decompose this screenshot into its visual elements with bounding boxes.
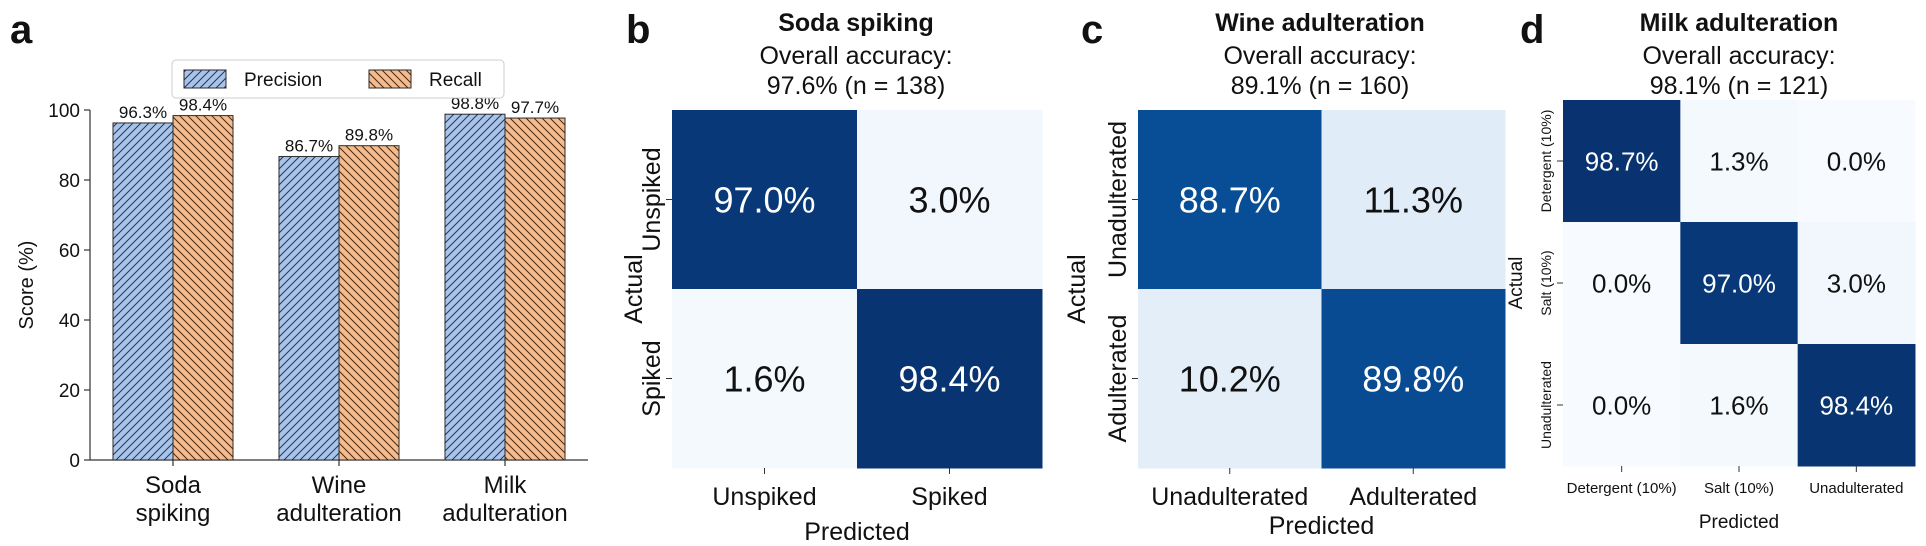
x-tick-label: Salt (10%) [1704, 480, 1774, 497]
x-axis-label: Predicted [1699, 512, 1779, 533]
matrix-subtitle: 98.1% (n = 121) [1650, 72, 1829, 100]
matrix-cell [1321, 110, 1506, 290]
matrix-cell [672, 289, 858, 469]
panel-b: b Soda spiking Overall accuracy:97.6% (n =… [620, 8, 1043, 546]
matrix-title: Wine adulteration [1215, 9, 1425, 37]
matrix-cell [672, 110, 858, 290]
bar-hatch [278, 156, 340, 461]
legend-label: Precision [244, 70, 322, 91]
matrix-cell-label: 3.0% [908, 179, 990, 220]
matrix-cell [1797, 100, 1916, 223]
bar-hatch [112, 122, 174, 461]
bar-hatch [504, 117, 566, 461]
legend-swatch-hatch [368, 69, 412, 89]
y-tick-label: 60 [59, 241, 80, 262]
matrix-cell-label: 1.3% [1709, 146, 1768, 176]
x-tick-label: Unspiked [712, 483, 816, 511]
matrix-cell-label: 11.3% [1364, 179, 1463, 220]
matrix-subtitle: 97.6% (n = 138) [767, 72, 946, 100]
matrix-cell [857, 289, 1043, 469]
bar-value-label: 98.8% [451, 94, 499, 113]
panel-a: a 0 20 40 60 80 100 Score (%) 96.3% 98.4% Soda spik… [10, 8, 588, 527]
matrix-cell [1563, 344, 1681, 467]
x-tick-label: Detergent (10%) [1567, 480, 1677, 497]
x-tick-label: Unadulterated [1809, 480, 1903, 497]
matrix-cell [1321, 289, 1506, 469]
matrix-cell [1680, 222, 1799, 345]
panel-c: c Wine adulteration Overall accuracy:89.1%… [1063, 8, 1506, 540]
matrix-title: Soda spiking [778, 9, 934, 37]
x-axis-label: Predicted [804, 518, 910, 546]
matrix-cell [1797, 222, 1916, 345]
y-tick-label: Salt (10%) [1538, 250, 1554, 315]
panel-label-d: d [1520, 8, 1544, 52]
legend-label: Recall [429, 70, 482, 91]
matrix-cell [1680, 344, 1799, 467]
y-tick-label: Unadulterated [1104, 121, 1132, 278]
matrix-cell [1138, 110, 1322, 290]
matrix-cell [1797, 344, 1916, 467]
matrix-subtitle: Overall accuracy: [1223, 42, 1416, 70]
matrix-cell [1563, 222, 1681, 345]
bar-value-label: 98.4% [179, 96, 227, 115]
panel-label-a: a [10, 8, 33, 52]
y-tick-label: Detergent (10%) [1538, 110, 1554, 213]
y-tick-label: 100 [48, 101, 80, 122]
matrix-cell-label: 97.0% [713, 179, 815, 220]
matrix-title: Milk adulteration [1640, 9, 1839, 37]
bar-value-label: 96.3% [119, 103, 167, 122]
x-tick-label: Milk adulteration [442, 472, 567, 527]
panel-label-c: c [1081, 8, 1103, 52]
y-axis-label: Actual [1063, 254, 1091, 323]
legend-box [171, 59, 505, 99]
matrix-cell-label: 98.7% [1585, 146, 1659, 176]
x-tick-label: Unadulterated [1151, 483, 1308, 511]
matrix-cell-label: 0.0% [1827, 146, 1886, 176]
y-tick-label: 40 [59, 311, 80, 332]
matrix-cell-label: 10.2% [1179, 358, 1281, 399]
y-axis-label: Actual [620, 254, 648, 323]
y-tick-label: 20 [59, 381, 80, 402]
matrix-cell-label: 97.0% [1702, 268, 1776, 298]
bar-value-label: 86.7% [285, 137, 333, 156]
x-tick-label: Adulterated [1349, 483, 1477, 511]
y-tick-label: Adulterated [1104, 315, 1132, 443]
x-tick-label: Soda spiking [136, 472, 211, 527]
matrix-subtitle: Overall accuracy: [759, 42, 952, 70]
matrix-cell [1138, 289, 1322, 469]
y-tick-label: 80 [59, 171, 80, 192]
bar-hatch [444, 113, 506, 461]
matrix-cell-label: 89.8% [1362, 358, 1464, 399]
y-tick-label: Unadulterated [1538, 361, 1554, 449]
bar-hatch [172, 115, 234, 461]
x-axis-label: Predicted [1269, 512, 1375, 540]
y-axis-label: Actual [1506, 257, 1527, 310]
bar-hatch [338, 145, 400, 461]
matrix-cell-label: 98.4% [898, 358, 1000, 399]
matrix-cell [857, 110, 1043, 290]
bar-value-label: 97.7% [511, 98, 559, 117]
x-tick-label: Wine adulteration [276, 472, 401, 527]
matrix-cell-label: 1.6% [1709, 390, 1768, 420]
panel-d: d Milk adulteration Overall accuracy:98.1%… [1506, 8, 1916, 533]
matrix-cell-label: 98.4% [1819, 390, 1893, 420]
legend-swatch-hatch [183, 69, 227, 89]
bar-value-label: 89.8% [345, 126, 393, 145]
panel-label-b: b [626, 8, 650, 52]
y-tick-label: 0 [69, 451, 80, 472]
matrix-subtitle: 89.1% (n = 160) [1231, 72, 1410, 100]
x-tick-label: Spiked [911, 483, 987, 511]
matrix-cell [1680, 100, 1799, 223]
matrix-cell-label: 0.0% [1592, 268, 1651, 298]
matrix-cell-label: 1.6% [723, 358, 805, 399]
y-axis-label: Score (%) [16, 241, 38, 330]
matrix-cell-label: 0.0% [1592, 390, 1651, 420]
matrix-cell [1563, 100, 1681, 223]
matrix-cell-label: 88.7% [1179, 179, 1281, 220]
matrix-cell-label: 3.0% [1827, 268, 1886, 298]
y-tick-label: Spiked [638, 340, 666, 416]
y-tick-label: Unspiked [638, 147, 666, 251]
matrix-subtitle: Overall accuracy: [1642, 42, 1835, 70]
